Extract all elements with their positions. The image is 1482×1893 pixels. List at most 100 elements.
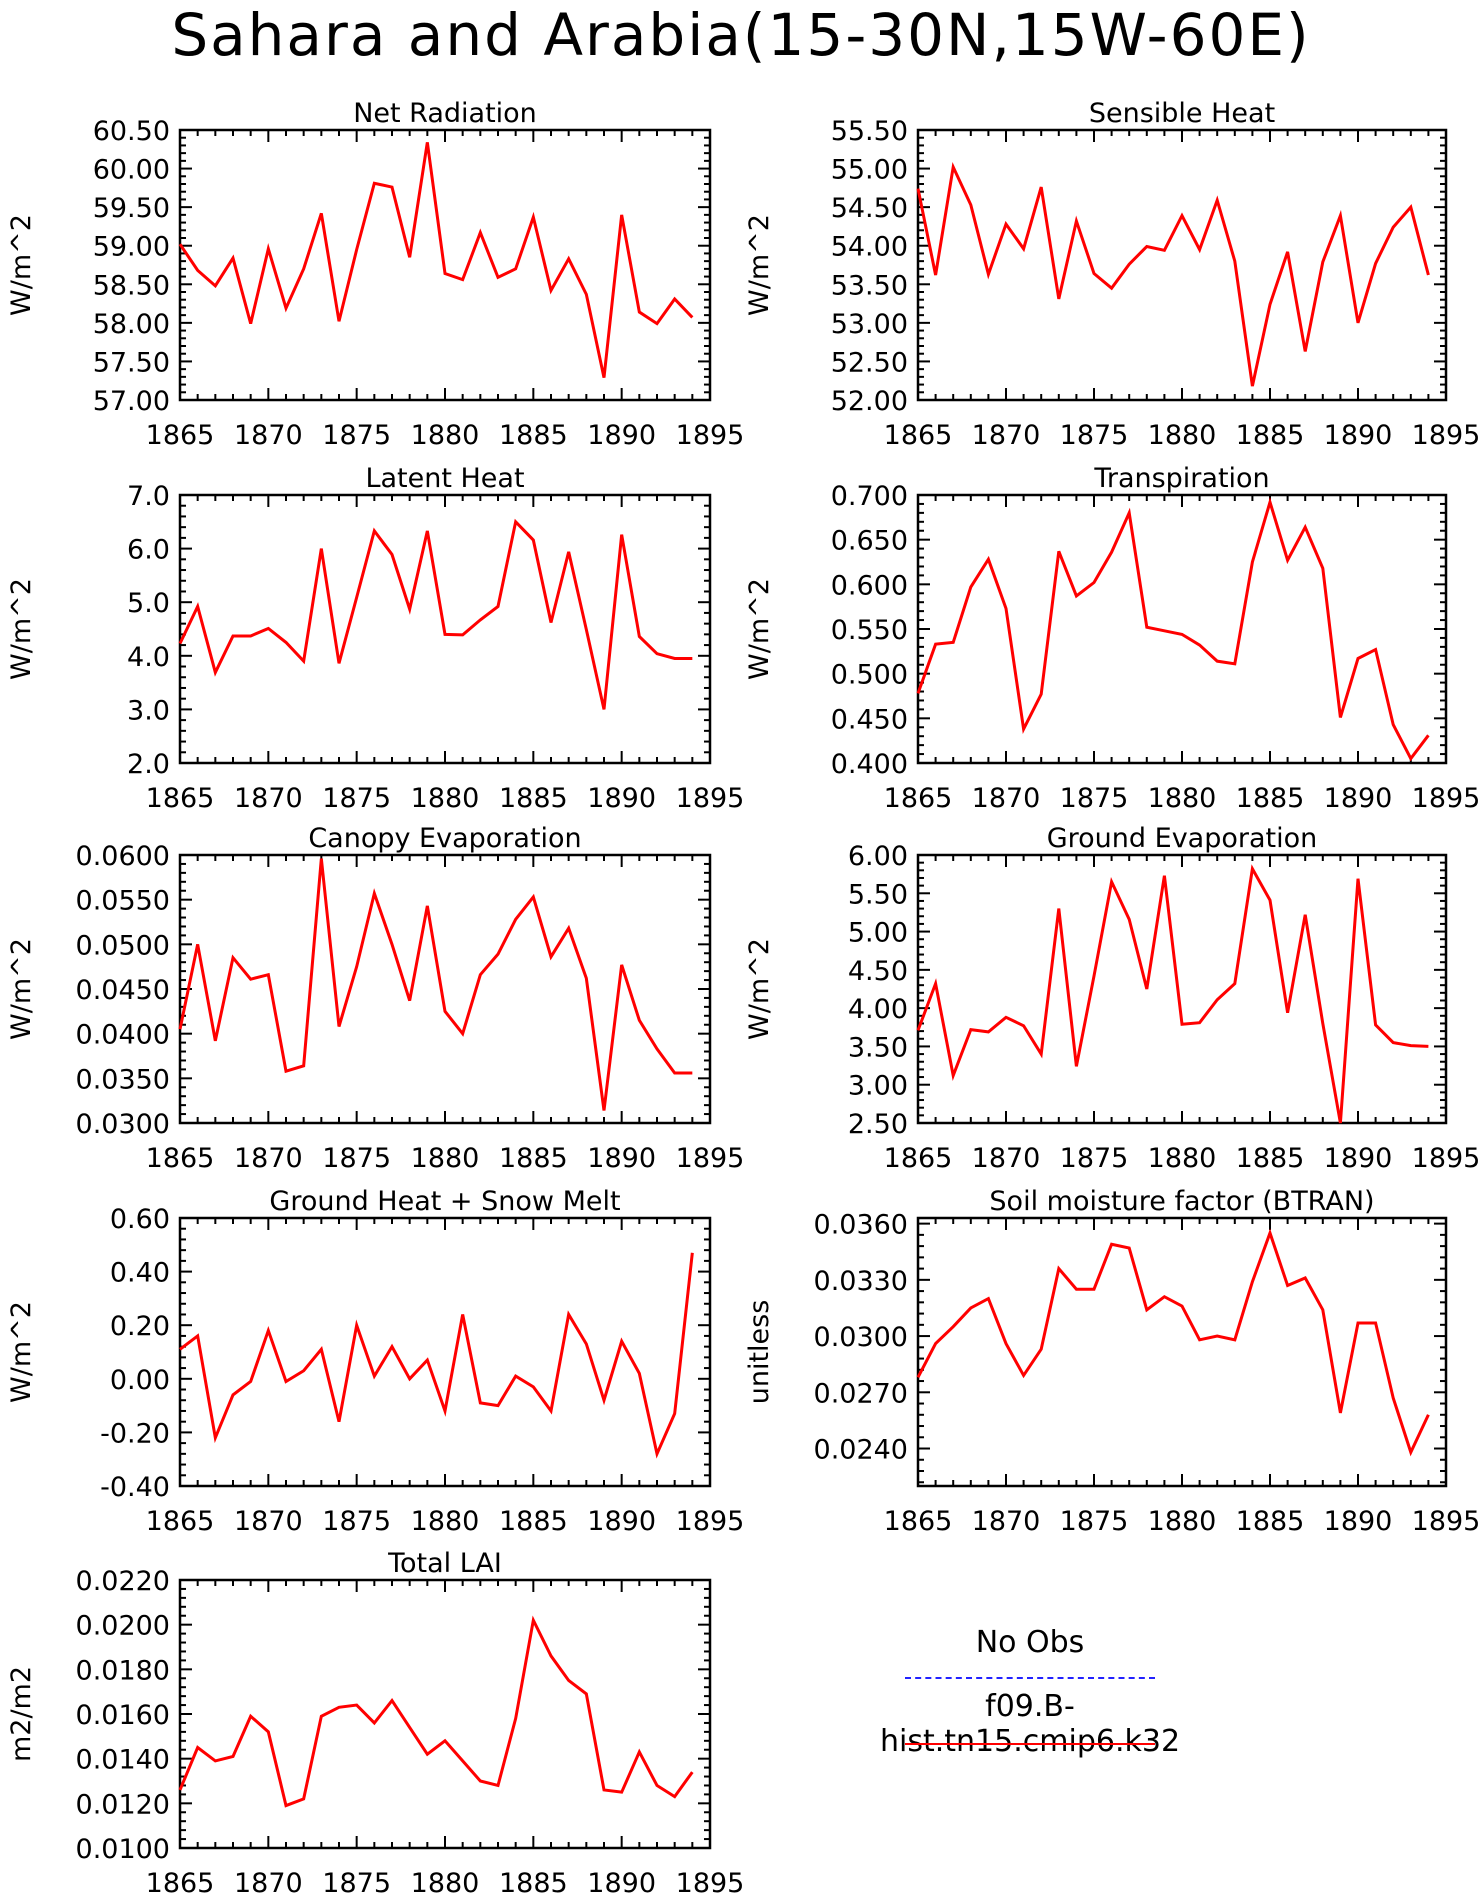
data-point <box>655 652 659 656</box>
data-point <box>196 268 200 272</box>
data-point <box>461 1759 465 1763</box>
x-tick-label: 1865 <box>146 1143 215 1174</box>
x-tick-label: 1880 <box>411 1506 480 1537</box>
y-tick-label: 6.00 <box>848 841 908 872</box>
x-tick-label: 1875 <box>322 1868 391 1893</box>
x-tick-label: 1885 <box>1236 783 1305 814</box>
data-point <box>1145 625 1149 629</box>
plot-frame <box>916 853 1448 1125</box>
x-tick-label: 1895 <box>676 1143 745 1174</box>
data-point <box>231 634 235 638</box>
y-tick-label: 60.50 <box>93 116 170 147</box>
y-tick-label: 0.400 <box>831 749 908 780</box>
data-point <box>934 642 938 646</box>
data-point <box>1374 648 1378 652</box>
data-point <box>916 187 920 191</box>
chart-panel: 1865 1870 1875 1880 1885 1890 1895 2.50 3.00 3.50… <box>744 823 1480 1174</box>
data-point <box>1303 1276 1307 1280</box>
y-tick-label: 55.50 <box>831 116 908 147</box>
legend-model-label: f09.B-hist.tn15.cmip6.k32 <box>880 1689 1181 1759</box>
x-tick-label: 1885 <box>499 1868 568 1893</box>
data-point <box>1145 987 1149 991</box>
y-tick-label: 3.0 <box>127 695 170 726</box>
data-point <box>549 1409 553 1413</box>
data-point <box>934 982 938 986</box>
data-point <box>390 552 394 556</box>
data-point <box>620 213 624 217</box>
chart-title: Latent Heat <box>365 463 524 494</box>
data-point <box>531 895 535 899</box>
x-tick-label: 1890 <box>587 420 656 451</box>
data-point <box>443 271 447 275</box>
data-point <box>1391 723 1395 727</box>
data-point <box>1286 1011 1290 1015</box>
data-point <box>1162 1295 1166 1299</box>
plot-frame <box>916 1216 1448 1488</box>
data-point <box>231 256 235 260</box>
data-point <box>1391 1041 1395 1045</box>
chart-title: Ground Heat + Snow Melt <box>269 1186 620 1217</box>
data-point <box>1426 733 1430 737</box>
data-point <box>620 533 624 537</box>
data-point <box>408 999 412 1003</box>
x-tick-label: 1890 <box>587 1143 656 1174</box>
data-point <box>690 1770 694 1774</box>
y-axis-label: W/m^2 <box>744 578 775 680</box>
data-point <box>1356 877 1360 881</box>
data-point <box>1092 1287 1096 1291</box>
data-point <box>986 272 990 276</box>
data-point <box>408 1377 412 1381</box>
x-tick-label: 1890 <box>1324 1143 1393 1174</box>
data-point <box>1215 998 1219 1002</box>
y-tick-label: 55.00 <box>831 155 908 186</box>
data-point <box>1250 1280 1254 1284</box>
data-point <box>1180 1304 1184 1308</box>
data-point <box>655 1047 659 1051</box>
data-point <box>284 640 288 644</box>
data-point <box>496 604 500 608</box>
data-point <box>372 1721 376 1725</box>
y-axis-label: unitless <box>744 1300 775 1405</box>
data-point <box>461 633 465 637</box>
y-tick-label: 0.0330 <box>814 1266 908 1297</box>
data-point <box>934 273 938 277</box>
y-tick-label: 0.0350 <box>76 1064 170 1095</box>
data-point <box>1180 214 1184 218</box>
chart-panel: 1865 1870 1875 1880 1885 1890 1895 0.400 0.450 0.… <box>744 463 1480 814</box>
data-point <box>425 1358 429 1362</box>
data-point <box>1374 1321 1378 1325</box>
data-point <box>1391 1396 1395 1400</box>
x-tick-label: 1890 <box>587 1506 656 1537</box>
data-point <box>531 538 535 542</box>
data-point <box>1286 1283 1290 1287</box>
data-point <box>1022 727 1026 731</box>
y-tick-label: 0.20 <box>110 1311 170 1342</box>
data-point <box>986 557 990 561</box>
data-point <box>1426 273 1430 277</box>
data-point <box>1321 1021 1325 1025</box>
data-point <box>249 322 253 326</box>
y-tick-label: 5.00 <box>848 918 908 949</box>
y-tick-label: 59.50 <box>93 193 170 224</box>
y-axis-label: W/m^2 <box>6 578 37 680</box>
data-point <box>655 1783 659 1787</box>
data-point <box>514 917 518 921</box>
data-point <box>1233 1338 1237 1342</box>
data-point <box>249 977 253 981</box>
data-point <box>1022 1024 1026 1028</box>
chart-title: Soil moisture factor (BTRAN) <box>989 1186 1374 1217</box>
x-tick-label: 1880 <box>1148 420 1217 451</box>
chart-panel: 1865 1870 1875 1880 1885 1890 1895 52.00 52.50 53… <box>744 98 1480 451</box>
data-point <box>425 904 429 908</box>
data-point <box>390 1345 394 1349</box>
data-point <box>302 1369 306 1373</box>
data-point <box>1145 244 1149 248</box>
data-point <box>1022 247 1026 251</box>
data-point <box>916 691 920 695</box>
x-tick-label: 1875 <box>322 1506 391 1537</box>
data-point <box>302 659 306 663</box>
y-tick-label: 58.50 <box>93 270 170 301</box>
data-point <box>1286 558 1290 562</box>
data-point <box>496 952 500 956</box>
y-axis-label: W/m^2 <box>744 214 775 316</box>
